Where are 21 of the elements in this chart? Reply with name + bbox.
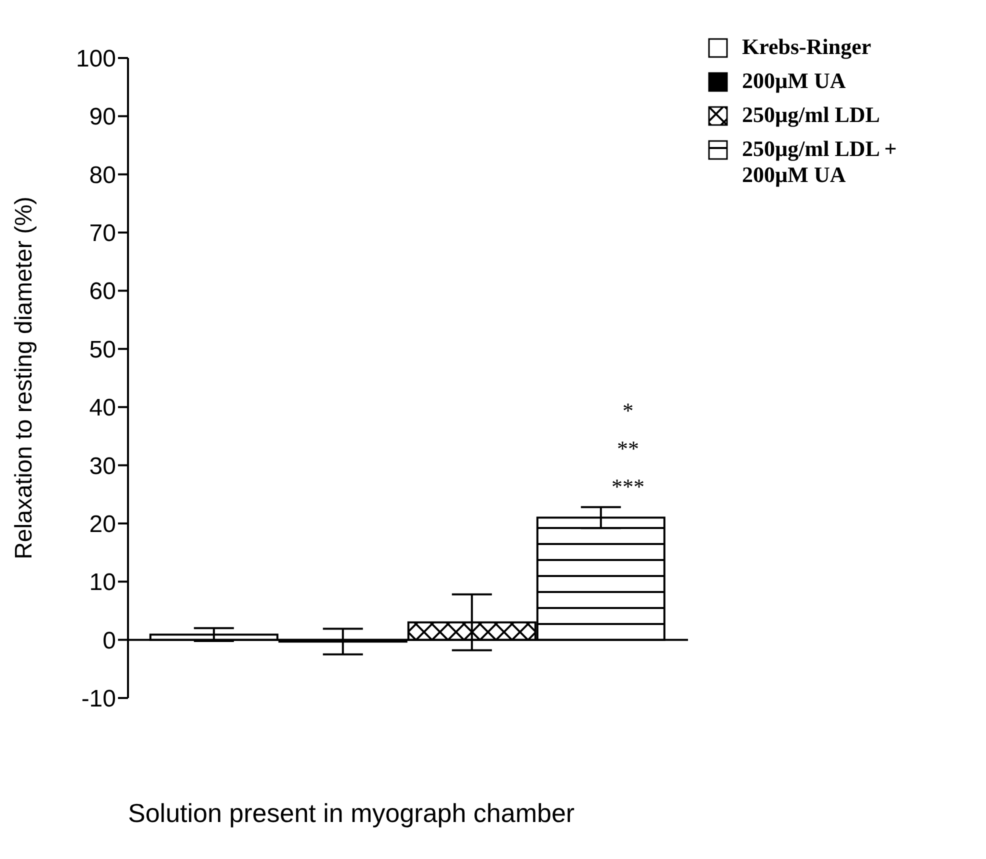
annotation: *** bbox=[610, 473, 646, 502]
y-tick-label: 0 bbox=[102, 627, 116, 654]
y-tick-label: 60 bbox=[89, 278, 116, 306]
y-axis-title: Relaxation to resting diameter (%) bbox=[10, 196, 38, 560]
y-tick-label: -10 bbox=[81, 686, 116, 713]
y-tick-label: 70 bbox=[89, 220, 116, 248]
y-tick-label: 20 bbox=[89, 510, 116, 538]
x-axis-title: Solution present in myograph chamber bbox=[128, 798, 575, 829]
y-tick-label: 90 bbox=[89, 104, 116, 131]
legend-label: 250µg/ml LDL + 200µM UA bbox=[742, 136, 898, 188]
y-tick-label: 10 bbox=[89, 569, 116, 596]
annotation: ** bbox=[616, 435, 640, 464]
legend-label: Krebs-Ringer bbox=[742, 34, 872, 60]
y-tick-label: 30 bbox=[89, 452, 116, 480]
y-tick-label: 100 bbox=[76, 46, 116, 73]
legend-label: 250µg/ml LDL bbox=[742, 102, 880, 128]
y-tick-label: 50 bbox=[89, 336, 116, 364]
y-tick-label: 80 bbox=[89, 162, 116, 189]
legend-label: 200µM UA bbox=[742, 68, 846, 94]
annotation: * bbox=[622, 397, 634, 426]
y-tick-label: 40 bbox=[89, 394, 116, 422]
